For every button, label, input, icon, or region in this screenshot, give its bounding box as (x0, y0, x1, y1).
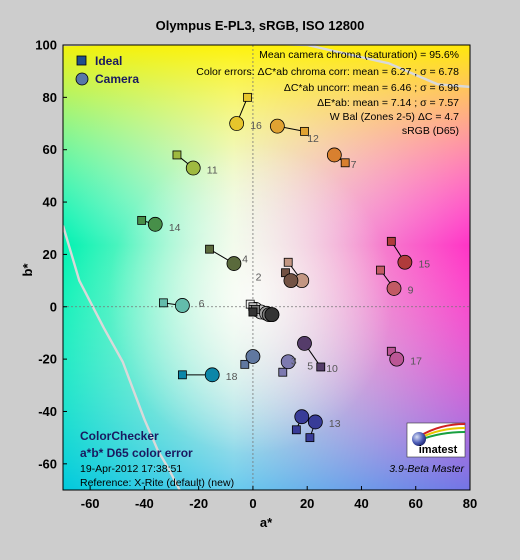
camera-marker (147, 216, 163, 232)
x-tick-label: -40 (135, 496, 154, 511)
y-tick-label: 60 (43, 142, 57, 157)
panel-title-d65: a*b* D65 color error (80, 446, 193, 460)
patch-number-label: 7 (351, 159, 357, 171)
stats-line-chroma-uncorr: ΔC*ab uncorr: mean = 6.46 ; σ = 6.96 (284, 82, 459, 94)
y-axis-label: b* (20, 263, 35, 277)
x-tick-label: -20 (189, 496, 208, 511)
y-tick-label: 40 (43, 195, 57, 210)
x-tick-label: 40 (354, 496, 368, 511)
panel-caption: ColorChecker a*b* D65 color error 19-Apr… (80, 429, 234, 489)
patch-number-label: 2 (256, 272, 262, 284)
imatest-logo: imatest 3.9-Beta Master (389, 422, 466, 475)
patch-number-label: 10 (326, 363, 338, 375)
patch-number-label: 16 (250, 120, 262, 132)
y-tick-label: 0 (50, 299, 57, 314)
patch-number-label: 6 (199, 298, 205, 310)
legend-camera-label: Camera (95, 72, 139, 86)
camera-marker (389, 351, 405, 367)
stats-line-delta-e: ΔE*ab: mean = 7.14 ; σ = 7.57 (317, 97, 459, 109)
camera-marker (229, 116, 245, 131)
ideal-marker (158, 298, 168, 308)
ideal-marker (243, 92, 252, 102)
patch-number-label: 3 (291, 355, 297, 367)
x-axis-label: a* (260, 515, 273, 530)
patch-number-label: 4 (242, 253, 248, 265)
camera-marker (264, 307, 280, 323)
ideal-marker (177, 370, 187, 380)
camera-marker (174, 298, 190, 313)
chart-title: Olympus E-PL3, sRGB, ISO 12800 (156, 18, 365, 33)
patch-number-label: 12 (307, 133, 319, 145)
legend-camera-marker (75, 72, 89, 86)
ideal-marker (137, 215, 147, 225)
camera-marker (269, 118, 285, 134)
legend-ideal-label: Ideal (95, 54, 122, 68)
patch-number-label: 17 (410, 355, 422, 367)
ideal-marker (240, 359, 250, 369)
ideal-marker (305, 433, 315, 443)
ideal-marker (386, 236, 396, 246)
x-tick-label: 0 (249, 496, 256, 511)
camera-marker (297, 336, 312, 351)
camera-marker (294, 409, 310, 425)
ideal-marker (376, 265, 385, 275)
gamut-boundary-left (63, 225, 181, 490)
stats-line-colorspace: sRGB (D65) (402, 125, 459, 137)
stats-block: Mean camera chroma (saturation) = 95.6% … (196, 49, 459, 137)
camera-marker (283, 273, 299, 288)
panel-title-colorchecker: ColorChecker (80, 429, 159, 443)
camera-marker (307, 414, 323, 430)
logo-sphere-icon (412, 432, 426, 446)
stats-line-white-balance: W Bal (Zones 2-5) ΔC = 4.7 (330, 111, 459, 123)
x-tick-label: 60 (408, 496, 422, 511)
y-tick-label: 100 (35, 38, 57, 53)
camera-marker (280, 354, 296, 370)
version-label: 3.9-Beta Master (389, 463, 464, 475)
camera-marker (245, 349, 261, 364)
camera-marker (204, 367, 220, 383)
y-tick-label: -60 (38, 456, 57, 471)
patch-number-label: 11 (207, 164, 218, 176)
patch-number-label: 15 (418, 259, 430, 271)
stats-line-saturation: Mean camera chroma (saturation) = 95.6% (259, 49, 459, 61)
patch-number-label: 14 (169, 222, 181, 234)
ideal-marker (340, 158, 350, 168)
camera-marker (226, 256, 242, 271)
legend-ideal-marker (76, 55, 87, 66)
stats-line-chroma-corr: Color errors: ΔC*ab chroma corr: mean = … (196, 66, 459, 78)
patch-number-label: 13 (329, 418, 341, 430)
camera-marker (326, 147, 342, 163)
patch-number-label: 18 (226, 371, 238, 383)
camera-marker (386, 281, 402, 296)
ideal-marker (316, 362, 326, 372)
ideal-marker (172, 150, 182, 160)
legend: Ideal Camera (75, 54, 139, 86)
camera-marker (397, 254, 413, 270)
logo-text: imatest (419, 444, 458, 456)
x-tick-label: 80 (463, 496, 477, 511)
ideal-marker (300, 126, 309, 136)
gamut-boundary-top (63, 45, 470, 89)
patch-number-label: 5 (307, 361, 313, 373)
y-tick-label: 80 (43, 90, 57, 105)
x-tick-label: -60 (81, 496, 100, 511)
ideal-marker (291, 425, 301, 435)
ideal-marker (205, 244, 214, 254)
plot-frame (62, 44, 471, 491)
y-tick-label: -20 (38, 352, 57, 367)
ideal-marker (278, 367, 288, 377)
patch-number-label: 9 (408, 285, 414, 297)
x-tick-label: 20 (300, 496, 314, 511)
timestamp: 19-Apr-2012 17:38:51 (80, 463, 182, 475)
plot-area: 2 3 4 5 6 7 9 10 11 12 13 14 15 16 17 18 (62, 44, 471, 491)
y-tick-label: -40 (38, 404, 57, 419)
camera-marker (185, 160, 201, 176)
y-tick-label: 20 (43, 247, 57, 262)
ideal-marker (283, 257, 293, 267)
ideal-marker (248, 307, 258, 317)
reference-label: Reference: X-Rite (default) (new) (80, 477, 234, 489)
